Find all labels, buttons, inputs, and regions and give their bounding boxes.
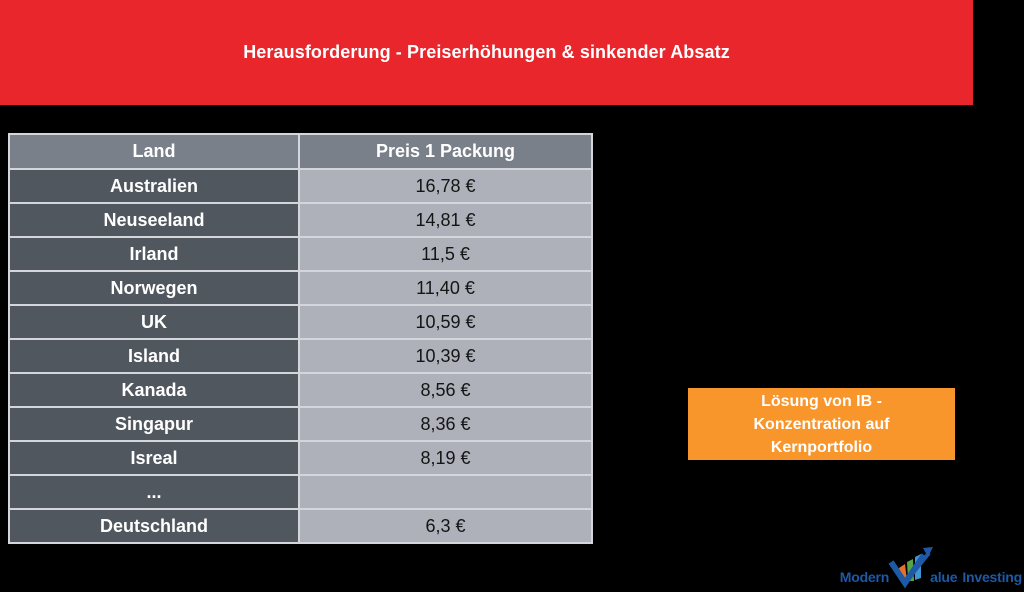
country-cell: Island	[10, 340, 298, 372]
price-cell: 10,39 €	[300, 340, 591, 372]
price-cell: 11,40 €	[300, 272, 591, 304]
country-cell-ellipsis: ...	[10, 476, 298, 508]
price-cell: 8,56 €	[300, 374, 591, 406]
solution-line-3: Kernportfolio	[770, 438, 873, 456]
table-header-land: Land	[10, 135, 298, 168]
price-cell: 6,3 €	[300, 510, 591, 542]
solution-box: Lösung von IB - Konzentration auf Kernpo…	[688, 388, 955, 460]
price-table: Land Preis 1 Packung Australien 16,78 € …	[8, 133, 593, 544]
country-cell: Isreal	[10, 442, 298, 474]
country-cell: Norwegen	[10, 272, 298, 304]
country-cell: Neuseeland	[10, 204, 298, 236]
price-cell: 11,5 €	[300, 238, 591, 270]
price-cell-empty	[300, 476, 591, 508]
logo-text-investing: Investing	[962, 569, 1022, 585]
solution-line-1: Lösung von IB -	[761, 392, 882, 410]
price-cell: 14,81 €	[300, 204, 591, 236]
price-cell: 16,78 €	[300, 170, 591, 202]
check-arrow-icon	[888, 547, 934, 589]
country-cell: Australien	[10, 170, 298, 202]
country-cell: UK	[10, 306, 298, 338]
slide-title: Herausforderung - Preiserhöhungen & sink…	[243, 42, 730, 62]
brand-logo: Modern alue Investing	[839, 544, 1022, 589]
country-cell: Deutschland	[10, 510, 298, 542]
price-cell: 8,19 €	[300, 442, 591, 474]
country-cell: Singapur	[10, 408, 298, 440]
solution-line-2: Konzentration auf	[753, 415, 890, 433]
country-cell: Kanada	[10, 374, 298, 406]
country-cell: Irland	[10, 238, 298, 270]
logo-text-alue: alue	[930, 569, 958, 585]
table-header-preis: Preis 1 Packung	[300, 135, 591, 168]
price-cell: 8,36 €	[300, 408, 591, 440]
logo-text-modern: Modern	[839, 569, 890, 585]
title-banner: Herausforderung - Preiserhöhungen & sink…	[0, 0, 973, 105]
price-cell: 10,59 €	[300, 306, 591, 338]
